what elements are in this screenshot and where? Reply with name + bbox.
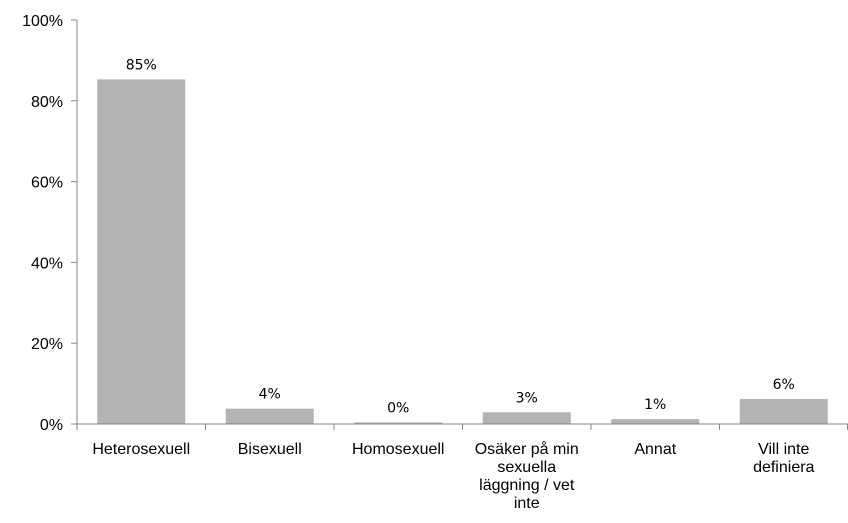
- x-tick-label-line: Osäker på min: [475, 440, 579, 458]
- data-label: 0%: [387, 400, 409, 416]
- x-tick-label: Bisexuell: [238, 441, 302, 458]
- bar: [482, 412, 571, 424]
- bar: [739, 398, 828, 424]
- y-tick-label: 60%: [31, 175, 63, 192]
- x-tick-label-line: Heterosexuell: [92, 441, 190, 458]
- data-labels: 85% 4% 0% 3% 1% 6%: [126, 57, 795, 416]
- y-tick-label: 100%: [22, 13, 63, 30]
- data-label: 4%: [259, 387, 281, 403]
- y-tick-label: 0%: [40, 417, 63, 434]
- x-axis: Heterosexuell Bisexuell Homosexuell Osäker …: [76, 423, 848, 512]
- data-label: 3%: [516, 390, 538, 406]
- x-tick-label-line: Homosexuell: [352, 441, 444, 458]
- x-tick-label-line: Annat: [634, 441, 676, 458]
- data-label: 6%: [773, 377, 795, 393]
- x-tick-label: Osäker på min sexuella läggning / vet inte: [475, 440, 579, 512]
- x-tick-label-line: Vill inte: [758, 441, 809, 458]
- x-tick-label-line: Bisexuell: [238, 441, 302, 458]
- x-tick-label-line: inte: [514, 495, 540, 512]
- x-tick-label-line: läggning / vet: [479, 477, 575, 494]
- data-label: 1%: [644, 397, 666, 413]
- x-tick-label: Vill inte definiera: [753, 441, 814, 476]
- data-label: 85%: [126, 57, 157, 73]
- bar: [225, 408, 314, 424]
- x-tick-label-line: definiera: [753, 459, 814, 476]
- x-tick-label: Heterosexuell: [92, 441, 190, 458]
- x-tick-label: Homosexuell: [352, 441, 444, 458]
- x-tick-label: Annat: [634, 441, 676, 458]
- y-tick-label: 20%: [31, 336, 63, 353]
- y-axis: 0% 20% 40% 60% 80% 100%: [22, 13, 78, 434]
- bar: [354, 422, 443, 424]
- bar: [97, 79, 186, 424]
- x-tick-label-line: sexuella: [497, 459, 556, 476]
- bar: [611, 419, 700, 424]
- bars: [97, 79, 828, 424]
- y-tick-label: 80%: [31, 94, 63, 111]
- y-tick-label: 40%: [31, 255, 63, 272]
